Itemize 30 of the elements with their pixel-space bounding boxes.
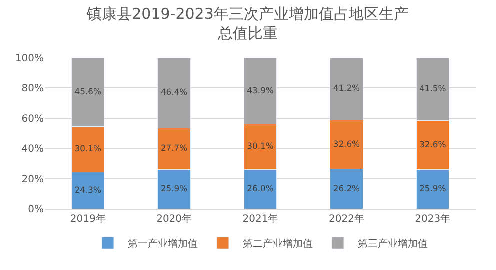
y-tick-label: 40%: [22, 144, 44, 156]
data-label: 27.7%: [160, 143, 188, 154]
x-tick-label: 2023年: [415, 213, 451, 225]
data-label: 41.2%: [333, 83, 360, 94]
data-label: 41.5%: [420, 83, 446, 94]
chart-title: 镇康县2019-2023年三次产业增加值占地区生产总值比重: [86, 4, 409, 42]
data-label: 26.2%: [333, 183, 360, 194]
y-tick-label: 0%: [28, 204, 44, 216]
data-label: 43.9%: [247, 85, 274, 96]
y-tick-label: 80%: [22, 84, 44, 95]
x-tick-label: 2021年: [242, 213, 278, 225]
x-tick-label: 2019年: [70, 213, 106, 225]
y-tick-label: 100%: [15, 54, 44, 64]
data-label: 32.6%: [420, 139, 446, 150]
y-tick-label: 20%: [22, 174, 44, 186]
x-tick-label: 2022年: [328, 213, 364, 225]
legend-label: 第三产业增加值: [358, 238, 428, 250]
legend-label: 第二产业增加值: [243, 238, 313, 250]
data-label: 30.1%: [74, 144, 102, 154]
data-label: 45.6%: [74, 86, 102, 97]
data-label: 30.1%: [247, 141, 274, 152]
data-label: 46.4%: [160, 87, 188, 98]
data-label: 25.9%: [160, 184, 188, 194]
data-label: 32.6%: [333, 138, 360, 149]
legend-label: 第一产业增加值: [128, 238, 198, 250]
data-label: 26.0%: [247, 183, 274, 194]
data-label: 25.9%: [420, 184, 446, 194]
data-label: 24.3%: [74, 184, 102, 195]
x-tick-label: 2020年: [156, 213, 192, 225]
y-tick-label: 60%: [22, 114, 44, 125]
